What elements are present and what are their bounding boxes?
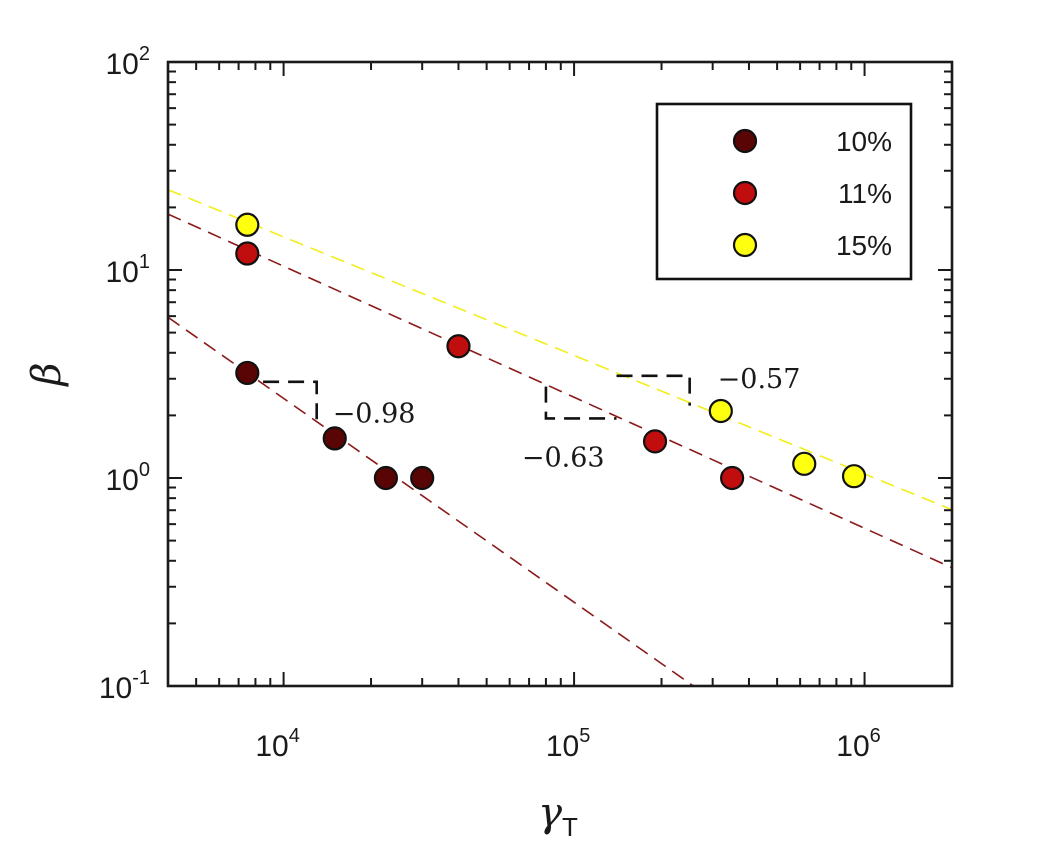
y-tick-label: 100 <box>106 459 151 497</box>
data-point-3-2 <box>708 398 733 424</box>
fit-lines-group <box>168 188 952 686</box>
y-axis-label: β <box>24 362 70 387</box>
data-point-2-2 <box>446 334 471 359</box>
y-tick-label: 101 <box>106 251 151 289</box>
data-point-1-3 <box>373 465 398 491</box>
slope-triangle-1 <box>263 380 318 420</box>
slope-annotation-label: −0.57 <box>718 364 801 395</box>
slope-triangle-3 <box>616 374 691 406</box>
data-point-3-4 <box>841 464 867 489</box>
data-point-1-4 <box>410 465 435 491</box>
data-point-1-2 <box>322 426 347 451</box>
x-axis-label: γT <box>538 790 578 842</box>
axes-group: 104 105 106 10-1 100 101 102 γT β <box>24 43 954 842</box>
fit-line-3 <box>168 188 952 511</box>
y-tick-label: 10-1 <box>99 667 150 705</box>
fit-line-1 <box>168 316 695 686</box>
legend: 10% 11% 15% <box>655 102 913 281</box>
x-tick-label: 104 <box>255 725 300 763</box>
x-tick-label: 105 <box>546 725 591 763</box>
data-point-1-1 <box>235 360 260 386</box>
legend-label-2: 11% <box>838 178 892 209</box>
legend-label-1: 10% <box>836 126 892 157</box>
legend-box <box>655 102 913 281</box>
legend-marker-2 <box>732 180 758 206</box>
legend-marker-3 <box>732 232 758 258</box>
x-tick-label: 106 <box>836 725 881 763</box>
data-points-group <box>235 212 867 491</box>
data-point-2-3 <box>642 429 668 454</box>
fit-line-2 <box>168 213 952 569</box>
slope-annotation-label: −0.98 <box>333 399 416 430</box>
slope-triangle-2 <box>544 386 617 420</box>
y-tick-label: 102 <box>106 43 151 81</box>
legend-label-3: 15% <box>836 230 892 261</box>
slope-annotation-label: −0.63 <box>522 442 605 473</box>
data-point-2-1 <box>235 241 260 266</box>
data-point-3-1 <box>235 212 260 237</box>
data-point-3-3 <box>792 451 817 476</box>
slope-triangles-group: −0.98 −0.63 −0.57 <box>263 364 801 473</box>
legend-marker-1 <box>732 128 758 154</box>
data-point-2-4 <box>720 465 745 491</box>
